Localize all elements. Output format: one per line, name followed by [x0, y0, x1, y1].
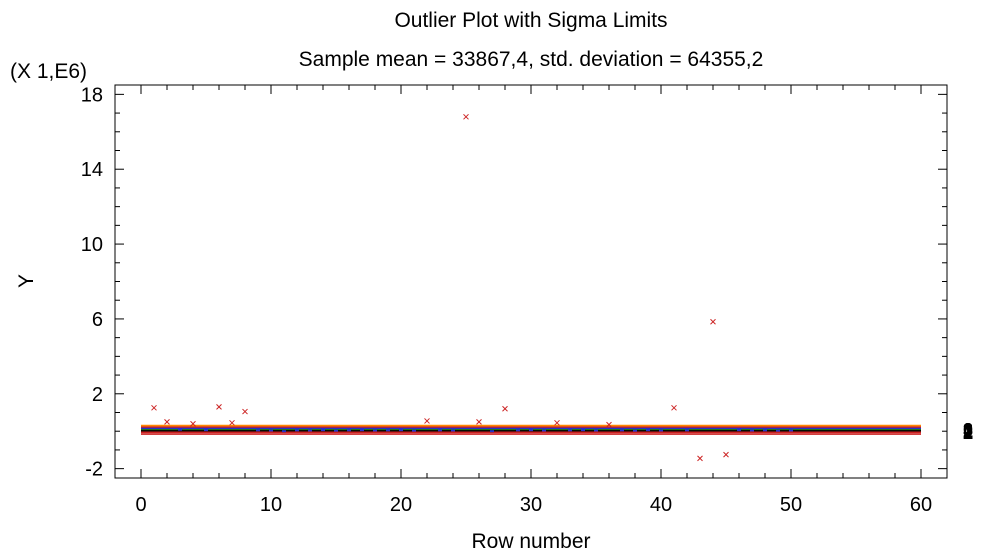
plot-frame — [114, 84, 948, 479]
inlier-point — [659, 429, 663, 432]
sigma-label: 2 — [963, 423, 973, 443]
x-tick-label: 10 — [260, 494, 282, 516]
inlier-point — [204, 429, 208, 432]
inlier-point — [295, 429, 299, 432]
inlier-point — [490, 430, 494, 433]
y-tick-label: 10 — [81, 234, 103, 256]
inlier-point — [776, 429, 780, 432]
inlier-point — [568, 429, 572, 432]
inlier-point — [412, 429, 416, 432]
x-tick-label: 20 — [390, 494, 412, 516]
y-tick-label: 14 — [81, 159, 103, 181]
y-tick-label: 18 — [81, 84, 103, 106]
inlier-point — [542, 429, 546, 432]
y-axis-label: Y — [15, 274, 38, 288]
outlier-point — [242, 408, 248, 415]
inlier-point — [750, 429, 754, 432]
inlier-point — [334, 429, 338, 432]
inlier-point — [321, 429, 325, 432]
x-axis-label: Row number — [471, 530, 590, 552]
outlier-mark — [697, 455, 703, 462]
inlier-point — [633, 429, 637, 432]
outlier-point — [710, 318, 716, 325]
inlier-point — [646, 429, 650, 432]
y-tick-label: 2 — [92, 384, 103, 406]
outlier-mark — [463, 113, 469, 120]
inlier-point — [529, 429, 533, 432]
y-tick-label: -2 — [85, 459, 103, 481]
outlier-point — [476, 419, 482, 425]
inlier-point — [685, 429, 689, 432]
sigma-label: 1 — [963, 422, 973, 442]
sigma-label: 0 — [963, 420, 973, 440]
outlier-mark — [554, 419, 560, 426]
inlier-point — [789, 429, 793, 432]
outlier-point — [164, 419, 170, 425]
outlier-mark — [476, 419, 482, 425]
x-tick-label: 60 — [910, 494, 932, 516]
axis-ticks: 0 10 20 30 40 50 60 -2 2 6 10 14 18 — [81, 84, 947, 516]
x-tick-label: 50 — [780, 494, 802, 516]
inlier-point — [373, 429, 377, 432]
outlier-point — [723, 451, 729, 458]
inlier-point — [282, 430, 286, 433]
y-tick-label: 6 — [92, 309, 103, 331]
outlier-point — [697, 455, 703, 462]
outlier-mark — [216, 404, 222, 410]
inlier-point — [347, 429, 351, 432]
outlier-point — [671, 404, 677, 411]
outlier-mark — [723, 451, 729, 458]
outlier-mark — [424, 418, 430, 424]
outlier-point — [216, 404, 222, 410]
outlier-mark — [242, 408, 248, 415]
outlier-point — [502, 405, 508, 412]
inlier-point — [451, 429, 455, 432]
outlier-point — [606, 421, 612, 428]
outlier-mark — [502, 405, 508, 412]
outlier-mark — [190, 420, 196, 427]
outlier-point — [424, 418, 430, 424]
x-tick-label: 40 — [650, 494, 672, 516]
inlier-point — [620, 429, 624, 432]
sigma-label: 1 — [963, 423, 973, 443]
inlier-point — [308, 429, 312, 432]
outlier-mark — [164, 419, 170, 425]
inlier-point — [763, 429, 767, 432]
chart-title: Outlier Plot with Sigma Limits — [394, 9, 667, 32]
inlier-point — [386, 429, 390, 432]
inlier-point — [256, 429, 260, 432]
outlier-mark — [151, 404, 157, 411]
sigma-label: 3 — [963, 420, 973, 440]
inlier-point — [594, 429, 598, 432]
inlier-point — [516, 429, 520, 432]
outlier-point — [554, 419, 560, 426]
data-points — [151, 113, 793, 462]
y-scale-label: (X 1,E6) — [10, 60, 87, 83]
inlier-point — [360, 429, 364, 432]
x-tick-label: 30 — [520, 494, 542, 516]
outlier-mark — [229, 419, 235, 426]
inlier-point — [178, 428, 182, 431]
outlier-mark — [671, 404, 677, 411]
outlier-mark — [606, 421, 612, 428]
outlier-point — [190, 420, 196, 427]
inlier-point — [581, 429, 585, 432]
sigma-label: 2 — [963, 422, 973, 442]
inlier-point — [438, 429, 442, 432]
inlier-point — [269, 429, 273, 432]
outlier-point — [463, 113, 469, 120]
outlier-mark — [710, 318, 716, 325]
outlier-point — [151, 404, 157, 411]
inlier-point — [399, 429, 403, 432]
sigma-label: 3 — [963, 420, 973, 440]
inlier-point — [737, 429, 741, 432]
chart-subtitle: Sample mean = 33867,4, std. deviation = … — [299, 48, 764, 71]
x-tick-label: 0 — [135, 494, 146, 516]
outlier-point — [229, 419, 235, 426]
